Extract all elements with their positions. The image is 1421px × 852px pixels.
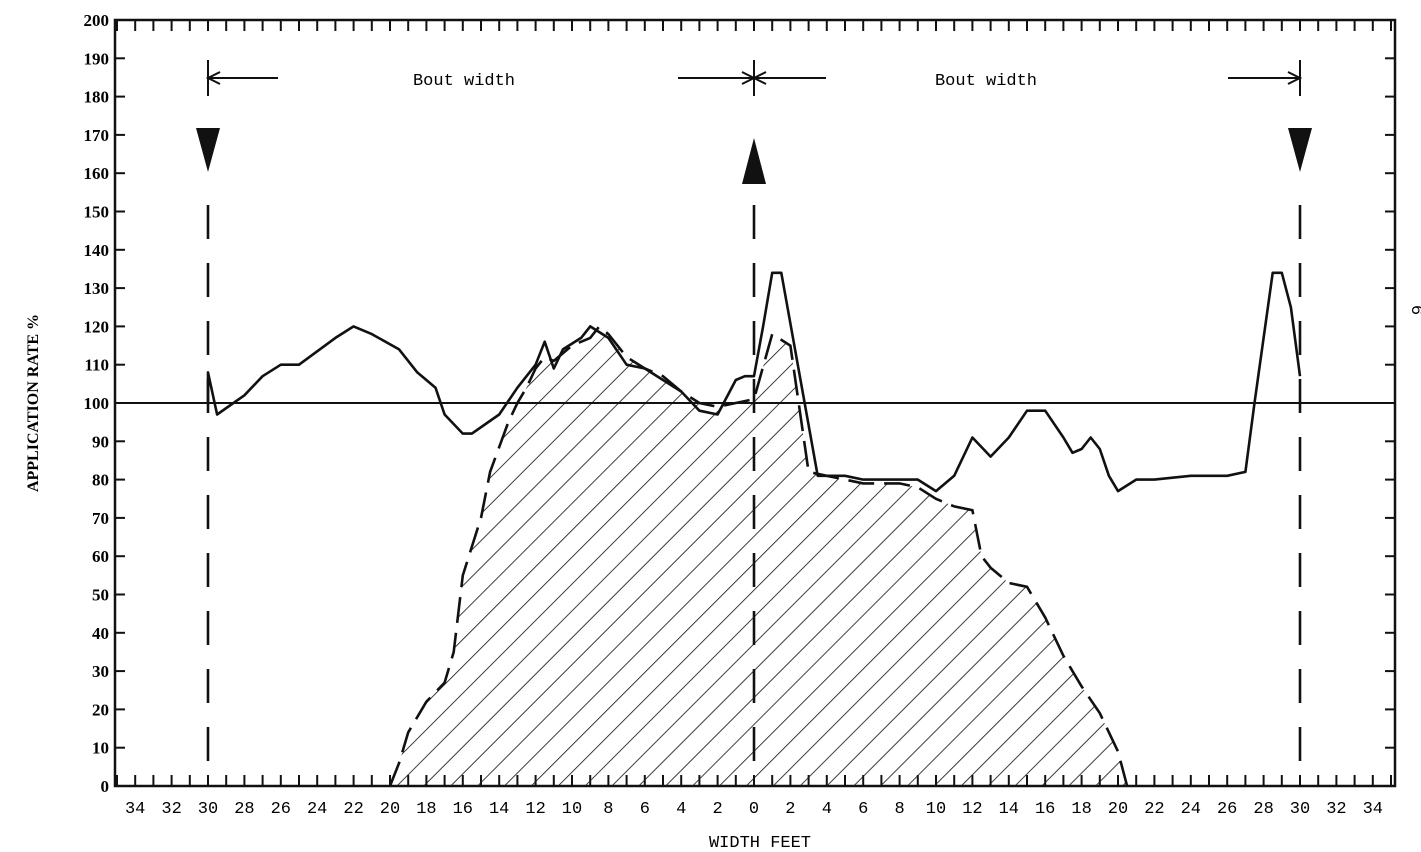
x-tick-label: 4 — [676, 800, 686, 819]
span-arrow-right-end-head — [1287, 71, 1303, 85]
x-tick-label: 12 — [962, 800, 982, 819]
down-arrow-icon — [1288, 128, 1312, 172]
y-tick-label: 200 — [84, 11, 110, 30]
y-tick-label: 30 — [92, 662, 109, 681]
y-tick-label: 110 — [84, 356, 109, 375]
x-tick-label: 18 — [1071, 800, 1091, 819]
x-tick-label: 24 — [307, 800, 327, 819]
x-tick-label: 32 — [161, 800, 181, 819]
x-tick-label: 10 — [926, 800, 946, 819]
y-tick-label: 0 — [101, 777, 110, 796]
x-tick-label: 2 — [712, 800, 722, 819]
y-tick-label: 60 — [92, 547, 109, 566]
x-tick-label: 26 — [1217, 800, 1237, 819]
y-tick-label: 170 — [84, 126, 110, 145]
x-tick-label: 6 — [858, 800, 868, 819]
x-tick-label: 26 — [271, 800, 291, 819]
span-arrow-left-start-head — [205, 71, 221, 85]
x-tick-label: 34 — [125, 800, 145, 819]
x-tick-label: 28 — [234, 800, 254, 819]
solid-line-series — [206, 271, 1302, 493]
x-tick-labels: 34 32 30 28 26 24 22 20 18 16 14 12 10 8 6 4 2 0 2 4 6 8 10 12 1… — [125, 800, 1383, 819]
down-arrow-icon — [196, 128, 220, 172]
y-tick-label: 130 — [84, 279, 110, 298]
bout-markers — [196, 60, 1312, 786]
y-tick-label: 100 — [84, 394, 110, 413]
x-axis-label: WIDTH FEET — [709, 834, 811, 852]
x-tick-label: 28 — [1253, 800, 1273, 819]
y-tick-label: 150 — [84, 203, 110, 222]
up-arrow-icon — [742, 138, 766, 184]
x-tick-label: 30 — [1290, 800, 1310, 819]
y-tick-label: 120 — [84, 317, 110, 336]
page-number: 6 — [1406, 305, 1421, 315]
x-tick-label: 32 — [1326, 800, 1346, 819]
y-tick-label: 80 — [92, 471, 109, 490]
x-tick-label: 22 — [1144, 800, 1164, 819]
y-tick-label: 20 — [92, 700, 109, 719]
y-axis-label: APPLICATION RATE % — [25, 314, 42, 492]
y-tick-label: 90 — [92, 432, 109, 451]
x-tick-label: 4 — [822, 800, 832, 819]
x-tick-label: 6 — [640, 800, 650, 819]
x-tick-label: 20 — [1108, 800, 1128, 819]
x-tick-label: 2 — [785, 800, 795, 819]
x-tick-label: 14 — [999, 800, 1019, 819]
x-tick-label: 24 — [1181, 800, 1201, 819]
x-tick-label: 10 — [562, 800, 582, 819]
x-tick-label: 30 — [198, 800, 218, 819]
x-tick-label: 14 — [489, 800, 509, 819]
x-tick-label: 16 — [1035, 800, 1055, 819]
x-tick-label: 22 — [343, 800, 363, 819]
bout-width-label-left: Bout width — [413, 72, 515, 91]
x-tick-label: 8 — [603, 800, 613, 819]
x-tick-label: 8 — [894, 800, 904, 819]
hatched-area-series — [390, 326, 1128, 786]
x-tick-label: 18 — [416, 800, 436, 819]
dashed-line-series — [388, 324, 1129, 787]
y-tick-label: 160 — [84, 164, 110, 183]
bout-width-label-right: Bout width — [935, 72, 1037, 91]
y-tick-label: 40 — [92, 624, 109, 643]
y-tick-label: 190 — [84, 49, 110, 68]
y-tick-label: 180 — [84, 88, 110, 107]
x-tick-label: 20 — [380, 800, 400, 819]
span-arrow-right-start-head — [751, 71, 767, 85]
x-tick-label: 12 — [525, 800, 545, 819]
y-tick-label: 50 — [92, 586, 109, 605]
x-tick-label: 0 — [749, 800, 759, 819]
y-tick-label: 10 — [92, 739, 109, 758]
x-tick-label: 34 — [1363, 800, 1383, 819]
y-tick-label: 70 — [92, 509, 109, 528]
x-tick-label: 16 — [453, 800, 473, 819]
y-tick-label: 140 — [84, 241, 110, 260]
y-tick-labels: 0 10 20 30 40 50 60 70 80 90 100 110 120 130 140 150 160… — [84, 11, 110, 796]
